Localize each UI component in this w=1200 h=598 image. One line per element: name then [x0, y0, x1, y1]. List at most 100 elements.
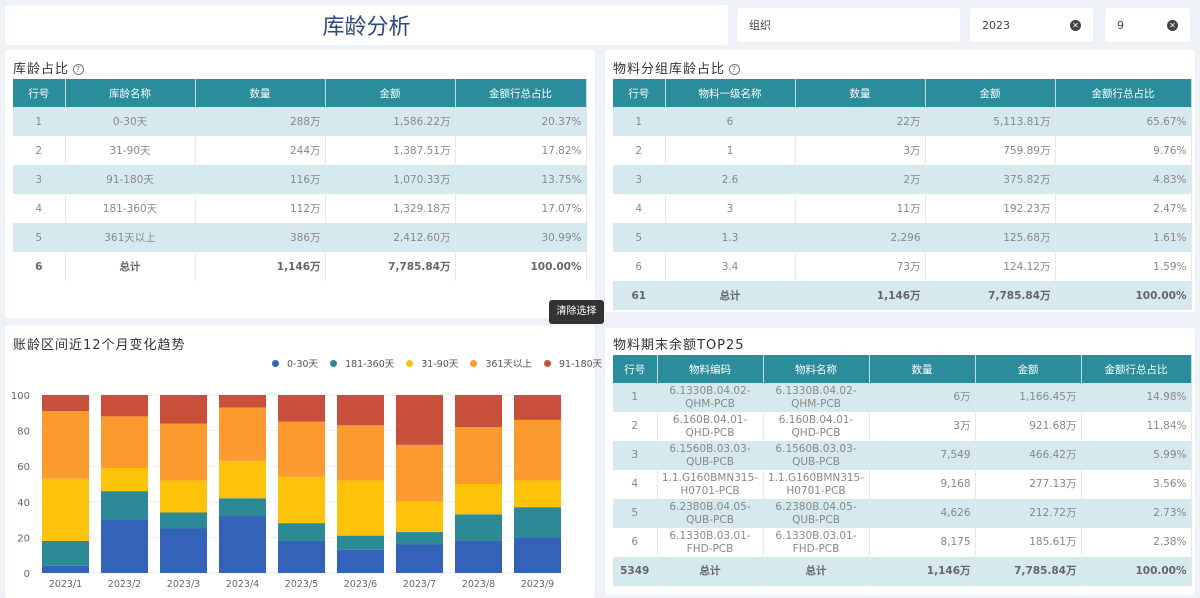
bar-segment[interactable] [396, 444, 443, 502]
bar-segment[interactable] [455, 514, 502, 541]
column-header[interactable]: 金额行总占比 [1081, 355, 1192, 383]
bar-segment[interactable] [219, 516, 266, 573]
column-header[interactable]: 行号 [13, 79, 66, 107]
legend-item[interactable]: 181-360天 [330, 356, 394, 370]
table-row[interactable]: 6 3.4 73万 124.12万 1.59% [613, 252, 1192, 281]
column-header[interactable]: 金额 [975, 355, 1082, 383]
table-cell: 4 [13, 194, 66, 223]
bar-segment[interactable] [278, 476, 325, 524]
table-row[interactable]: 2 1 3万 759.89万 9.76% [613, 136, 1192, 165]
table-cell: 6.1330B.03.01-FHD-PCB [763, 528, 870, 557]
bar-segment[interactable] [337, 395, 384, 426]
bar-segment[interactable] [160, 423, 207, 481]
bar-segment[interactable] [42, 395, 89, 412]
bar-segment[interactable] [42, 540, 89, 566]
column-header[interactable]: 金额 [925, 79, 1056, 107]
total-cell: 7,785.84万 [925, 281, 1056, 310]
year-filter[interactable]: 2023 ✕ [970, 8, 1093, 42]
bar-segment[interactable] [455, 484, 502, 515]
month-filter[interactable]: 9 ✕ [1105, 8, 1190, 42]
bar-segment[interactable] [396, 532, 443, 545]
bar-segment[interactable] [396, 544, 443, 573]
legend-item[interactable]: 361天以上 [470, 356, 532, 370]
bar-segment[interactable] [160, 512, 207, 529]
bar-segment[interactable] [219, 498, 266, 517]
bar-segment[interactable] [455, 395, 502, 428]
bar-segment[interactable] [42, 565, 89, 573]
legend-item[interactable]: 91-180天 [544, 356, 602, 370]
help-icon[interactable]: ? [729, 64, 741, 75]
table-row[interactable]: 5 1.3 2,296 125.68万 1.61% [613, 223, 1192, 252]
bar-segment[interactable] [396, 395, 443, 445]
table-row[interactable]: 4 181-360天 112万 1,329.18万 17.07% [13, 194, 587, 223]
column-header[interactable]: 行号 [613, 355, 658, 383]
bar-segment[interactable] [337, 480, 384, 536]
table-row[interactable]: 3 6.1560B.03.03-QUB-PCB 6.1560B.03.03-QUB-… [613, 441, 1192, 470]
column-header[interactable]: 物料编码 [657, 355, 764, 383]
bar-segment[interactable] [219, 460, 266, 499]
column-header[interactable]: 金额 [325, 79, 456, 107]
x-tick-label: 2023/8 [462, 579, 495, 590]
table-cell: 3.56% [1081, 470, 1192, 499]
top-panel-title: 物料期末余额TOP25 [613, 338, 745, 353]
bar-segment[interactable] [101, 519, 148, 573]
bar-segment[interactable] [278, 523, 325, 541]
table-row[interactable]: 1 6 22万 5,113.81万 65.67% [613, 107, 1192, 136]
bar-segment[interactable] [455, 427, 502, 484]
table-row[interactable]: 4 3 11万 192.23万 2.47% [613, 194, 1192, 223]
table-row[interactable]: 5 361天以上 386万 2,412.60万 30.99% [13, 223, 587, 252]
table-row[interactable]: 2 31-90天 244万 1,387.51万 17.82% [13, 136, 587, 165]
bar-segment[interactable] [160, 528, 207, 574]
column-header[interactable]: 数量 [195, 79, 326, 107]
bar-segment[interactable] [101, 395, 148, 417]
bar-segment[interactable] [219, 395, 266, 408]
bar-segment[interactable] [396, 501, 443, 533]
bar-segment[interactable] [514, 480, 561, 508]
bar-segment[interactable] [514, 419, 561, 481]
org-filter[interactable]: 组织 [737, 8, 960, 42]
bar-segment[interactable] [101, 491, 148, 520]
table-row[interactable]: 6 6.1330B.03.01-FHD-PCB 6.1330B.03.01-FHD-… [613, 528, 1192, 557]
legend-dot-icon [544, 360, 552, 367]
help-icon[interactable]: ? [73, 64, 85, 75]
bar-segment[interactable] [101, 467, 148, 492]
column-header[interactable]: 行号 [613, 79, 666, 107]
column-header[interactable]: 物料一级名称 [665, 79, 796, 107]
legend-item[interactable]: 0-30天 [272, 356, 318, 370]
bar-segment[interactable] [514, 537, 561, 573]
bar-segment[interactable] [337, 549, 384, 573]
clear-icon[interactable]: ✕ [1070, 19, 1081, 31]
table-cell: 759.89万 [925, 136, 1056, 165]
bar-segment[interactable] [278, 540, 325, 573]
table-row[interactable]: 2 6.160B.04.01-QHD-PCB 6.160B.04.01-QHD-PC… [613, 412, 1192, 441]
table-row[interactable]: 4 1.1.G160BMN315-H0701-PCB 1.1.G160BMN315-… [613, 470, 1192, 499]
bar-segment[interactable] [101, 416, 148, 468]
table-cell: 13.75% [455, 165, 587, 194]
bar-segment[interactable] [160, 395, 207, 424]
bar-segment[interactable] [219, 407, 266, 461]
column-header[interactable]: 数量 [795, 79, 926, 107]
column-header[interactable]: 数量 [869, 355, 976, 383]
table-cell: 17.82% [455, 136, 587, 165]
table-row[interactable]: 5 6.2380B.04.05-QUB-PCB 6.2380B.04.05-QUB-… [613, 499, 1192, 528]
column-header[interactable]: 物料名称 [763, 355, 870, 383]
table-row[interactable]: 1 6.1330B.04.02-QHM-PCB 6.1330B.04.02-QHM-… [613, 383, 1192, 412]
bar-segment[interactable] [337, 535, 384, 550]
column-header[interactable]: 金额行总占比 [455, 79, 587, 107]
bar-segment[interactable] [337, 425, 384, 481]
bar-segment[interactable] [42, 478, 89, 541]
bar-segment[interactable] [514, 507, 561, 538]
table-row[interactable]: 1 0-30天 288万 1,586.22万 20.37% [13, 107, 587, 136]
clear-icon[interactable]: ✕ [1167, 19, 1178, 31]
column-header[interactable]: 库龄名称 [65, 79, 196, 107]
bar-segment[interactable] [278, 421, 325, 477]
legend-item[interactable]: 31-90天 [406, 356, 458, 370]
bar-segment[interactable] [455, 540, 502, 573]
bar-segment[interactable] [160, 480, 207, 513]
column-header[interactable]: 金额行总占比 [1055, 79, 1192, 107]
table-row[interactable]: 3 2.6 2万 375.82万 4.83% [613, 165, 1192, 194]
table-row[interactable]: 3 91-180天 116万 1,070.33万 13.75% [13, 165, 587, 194]
bar-segment[interactable] [278, 395, 325, 422]
bar-segment[interactable] [42, 411, 89, 479]
bar-segment[interactable] [514, 395, 561, 420]
